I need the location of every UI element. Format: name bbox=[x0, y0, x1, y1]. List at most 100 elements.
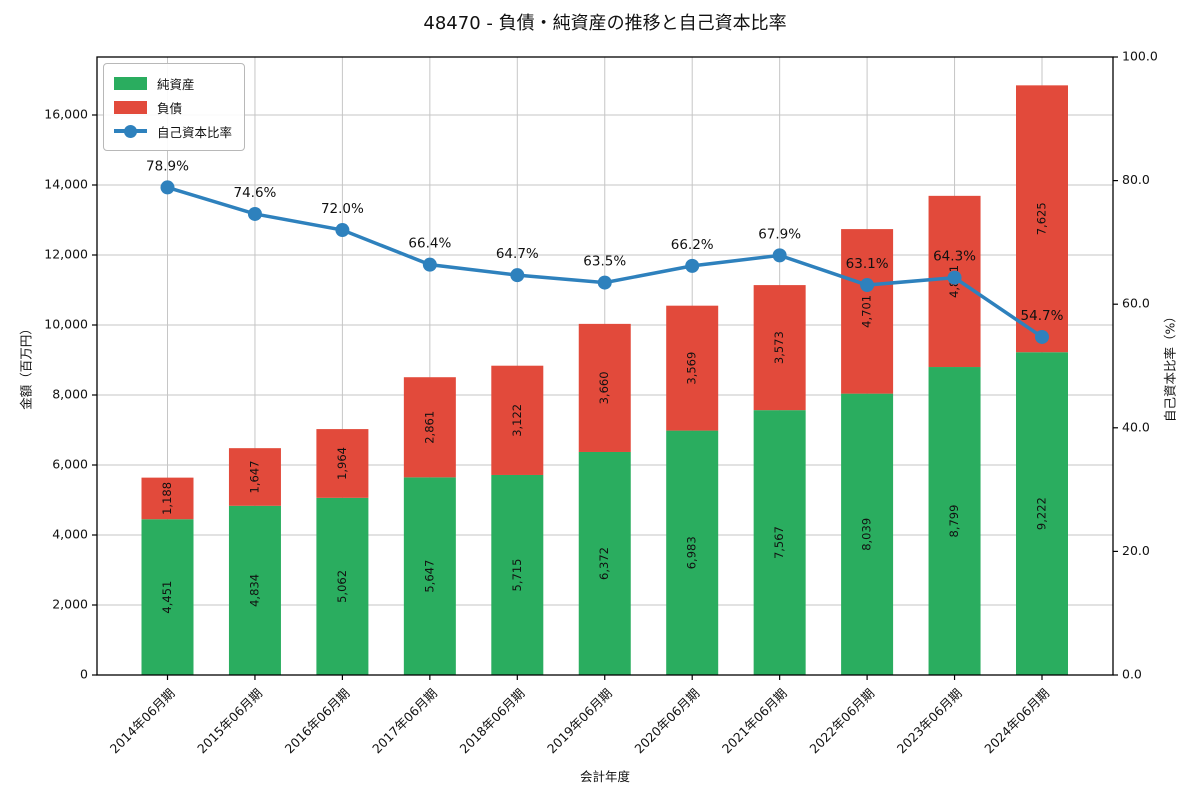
debt-bar-segment bbox=[316, 429, 369, 498]
x-tick-label: 2021年06月期 bbox=[719, 686, 790, 757]
equity-swatch-icon bbox=[114, 76, 147, 90]
x-tick-label: 2019年06月期 bbox=[544, 686, 615, 757]
debt-bar-label: 1,964 bbox=[335, 447, 349, 480]
debt-bar-segment bbox=[753, 285, 806, 411]
ratio-label: 67.9% bbox=[758, 226, 801, 242]
ratio-label: 72.0% bbox=[321, 201, 364, 217]
x-tick-label: 2014年06月期 bbox=[107, 686, 178, 757]
debt-bar-label: 3,122 bbox=[510, 404, 524, 437]
debt-bar-label: 1,647 bbox=[247, 461, 261, 494]
equity-bar-label: 6,372 bbox=[597, 547, 611, 580]
right-tick-label: 20.0 bbox=[1122, 543, 1150, 558]
debt-bar-label: 4,701 bbox=[860, 295, 874, 328]
equity-bar-label: 5,062 bbox=[335, 570, 349, 603]
ratio-label: 64.3% bbox=[933, 249, 976, 265]
ratio-label: 66.4% bbox=[408, 236, 451, 252]
equity-bar-segment bbox=[316, 497, 369, 675]
ratio-label: 63.1% bbox=[846, 256, 889, 272]
debt-bar-segment bbox=[666, 305, 719, 431]
right-tick-label: 100.0 bbox=[1122, 49, 1158, 64]
debt-bar-segment bbox=[141, 477, 194, 520]
legend-item-debt: 負債 bbox=[114, 95, 232, 119]
ratio-marker bbox=[247, 206, 262, 221]
equity-bar-label: 6,983 bbox=[685, 536, 699, 569]
equity-bar-label: 8,039 bbox=[860, 518, 874, 551]
ratio-label: 74.6% bbox=[234, 185, 277, 201]
equity-bar-label: 7,567 bbox=[772, 526, 786, 559]
ratio-marker bbox=[510, 268, 525, 283]
equity-bar-segment bbox=[141, 519, 194, 675]
equity-bar-segment bbox=[491, 474, 544, 675]
equity-bar-segment bbox=[403, 477, 456, 675]
left-tick-label: 16,000 bbox=[44, 106, 88, 121]
y-axis-title-right: 自己資本比率（%） bbox=[1162, 310, 1178, 422]
legend-item-ratio: 自己資本比率 bbox=[114, 119, 232, 143]
equity-bar-segment bbox=[753, 410, 806, 675]
ratio-marker bbox=[597, 275, 612, 290]
left-tick-label: 2,000 bbox=[52, 596, 88, 611]
ratio-label: 66.2% bbox=[671, 237, 714, 253]
equity-bar-segment bbox=[578, 451, 631, 675]
ratio-marker bbox=[772, 248, 787, 263]
x-tick-label: 2023年06月期 bbox=[894, 686, 965, 757]
ratio-line-swatch-icon bbox=[114, 124, 147, 138]
equity-bar-segment bbox=[928, 367, 981, 675]
right-tick-label: 0.0 bbox=[1122, 667, 1142, 682]
debt-bar-segment bbox=[841, 229, 894, 394]
debt-bar-segment bbox=[1016, 85, 1068, 353]
x-tick-label: 2020年06月期 bbox=[631, 686, 702, 757]
right-tick-label: 40.0 bbox=[1122, 419, 1150, 434]
equity-bar-label: 4,451 bbox=[160, 581, 174, 614]
x-tick-label: 2022年06月期 bbox=[806, 686, 877, 757]
left-tick-label: 8,000 bbox=[52, 386, 88, 401]
debt-bar-label: 3,573 bbox=[772, 331, 786, 364]
left-tick-label: 12,000 bbox=[44, 246, 88, 261]
debt-swatch-icon bbox=[114, 100, 147, 114]
equity-bar-segment bbox=[841, 393, 894, 675]
ratio-label: 64.7% bbox=[496, 246, 539, 262]
debt-bar-segment bbox=[578, 323, 631, 452]
ratio-marker bbox=[160, 180, 175, 195]
equity-bar-segment bbox=[228, 505, 281, 675]
debt-bar-label: 1,188 bbox=[160, 482, 174, 515]
right-tick-label: 80.0 bbox=[1122, 172, 1150, 187]
ratio-marker bbox=[947, 270, 962, 285]
equity-bar-segment bbox=[1016, 352, 1068, 675]
left-tick-label: 0 bbox=[80, 667, 88, 682]
ratio-marker bbox=[1035, 329, 1049, 344]
ratio-marker bbox=[335, 223, 350, 238]
right-tick-label: 60.0 bbox=[1122, 296, 1150, 311]
legend-item-equity: 純資産 bbox=[114, 71, 232, 95]
ratio-marker bbox=[422, 257, 437, 272]
left-tick-label: 10,000 bbox=[44, 316, 88, 331]
debt-bar-segment bbox=[491, 365, 544, 475]
legend-label-debt: 負債 bbox=[157, 100, 183, 116]
x-tick-label: 2017年06月期 bbox=[369, 686, 440, 757]
equity-bar-label: 4,834 bbox=[247, 574, 261, 607]
debt-bar-segment bbox=[403, 377, 456, 478]
equity-bar-label: 5,647 bbox=[422, 560, 436, 593]
y-axis-title-left: 金額（百万円） bbox=[18, 322, 34, 410]
x-axis-title: 会計年度 bbox=[579, 769, 631, 784]
x-tick-label: 2024年06月期 bbox=[981, 686, 1052, 757]
equity-bar-label: 8,799 bbox=[947, 505, 961, 538]
equity-bar-label: 9,222 bbox=[1035, 497, 1049, 530]
legend: 純資産 負債 自己資本比率 bbox=[103, 63, 246, 151]
equity-bar-label: 5,715 bbox=[510, 559, 524, 592]
x-tick-label: 2016年06月期 bbox=[282, 686, 353, 757]
left-tick-label: 6,000 bbox=[52, 456, 88, 471]
ratio-marker bbox=[860, 278, 875, 293]
debt-bar-label: 3,660 bbox=[597, 371, 611, 404]
ratio-label: 63.5% bbox=[583, 254, 626, 270]
legend-label-equity: 純資産 bbox=[157, 76, 195, 92]
debt-bar-label: 3,569 bbox=[685, 352, 699, 385]
left-tick-label: 14,000 bbox=[44, 176, 88, 191]
ratio-label: 78.9% bbox=[146, 158, 189, 174]
x-tick-label: 2018年06月期 bbox=[457, 686, 528, 757]
ratio-marker bbox=[685, 258, 700, 273]
left-tick-label: 4,000 bbox=[52, 526, 88, 541]
debt-bar-label: 2,861 bbox=[422, 411, 436, 444]
debt-bar-segment bbox=[228, 448, 281, 506]
